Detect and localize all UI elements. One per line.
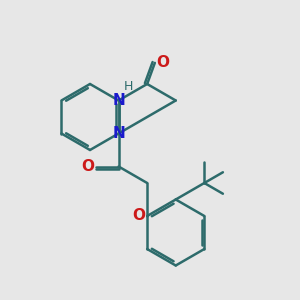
Text: H: H <box>124 80 134 93</box>
Text: O: O <box>156 56 170 70</box>
Text: O: O <box>82 159 94 174</box>
Text: N: N <box>112 93 125 108</box>
Text: O: O <box>133 208 146 224</box>
Text: N: N <box>112 126 125 141</box>
